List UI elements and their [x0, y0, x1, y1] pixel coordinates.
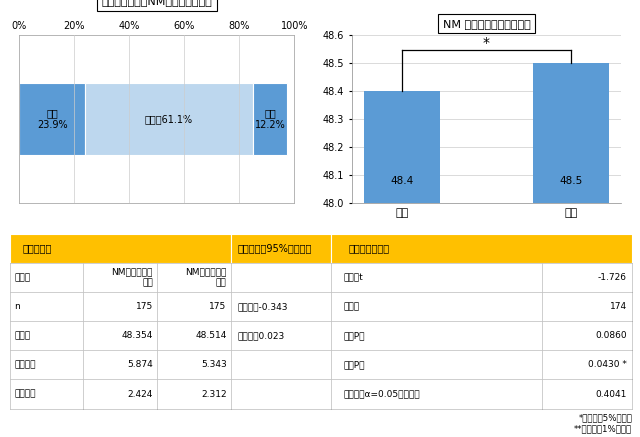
Text: 0.0430 *: 0.0430 *	[588, 361, 627, 369]
Text: 減少
12.2%: 減少 12.2%	[255, 108, 285, 130]
Text: *有意水清5%で有意: *有意水清5%で有意	[579, 413, 632, 422]
Text: 検出力（α=0.05・両側）: 検出力（α=0.05・両側）	[343, 389, 420, 399]
Text: 175: 175	[136, 302, 153, 311]
Text: *: *	[483, 35, 490, 49]
Text: 差の平均の検定: 差の平均の検定	[349, 243, 390, 253]
Text: 0.4041: 0.4041	[596, 389, 627, 399]
Text: 両側P値: 両側P値	[343, 331, 365, 340]
Text: 片側P値: 片側P値	[343, 361, 365, 369]
Text: NMスケール計
最終: NMスケール計 最終	[185, 267, 227, 288]
Text: 5.874: 5.874	[127, 361, 153, 369]
Text: 基本統計量: 基本統計量	[23, 243, 52, 253]
Text: 上限値　0.023: 上限値 0.023	[237, 331, 284, 340]
Text: **有意水清1%で有意: **有意水清1%で有意	[574, 424, 632, 433]
Title: NM スケールの平均の比較: NM スケールの平均の比較	[442, 19, 531, 29]
Title: 初回と終了時のNMスケールの変化: 初回と終了時のNMスケールの変化	[101, 0, 212, 7]
Text: 平　均: 平 均	[14, 331, 30, 340]
Text: 増加
23.9%: 増加 23.9%	[36, 108, 67, 130]
Text: -1.726: -1.726	[598, 273, 627, 282]
Bar	[85, 83, 253, 155]
Text: 48.514: 48.514	[195, 331, 227, 340]
Text: NMスケール計
初回: NMスケール計 初回	[111, 267, 153, 288]
Bar	[19, 83, 85, 155]
Text: 174: 174	[610, 302, 627, 311]
Text: 175: 175	[209, 302, 227, 311]
Text: 48.5: 48.5	[559, 177, 582, 187]
Text: 統計量t: 統計量t	[343, 273, 363, 282]
Text: 0.0860: 0.0860	[595, 331, 627, 340]
Text: 2.424: 2.424	[127, 389, 153, 399]
Text: 不偏分散: 不偏分散	[14, 361, 36, 369]
Text: 下限値　-0.343: 下限値 -0.343	[237, 302, 287, 311]
Bar	[532, 63, 609, 203]
Text: 維持、61.1%: 維持、61.1%	[145, 114, 193, 124]
Text: 差の平均の95%信頼区間: 差の平均の95%信頼区間	[237, 243, 312, 253]
Text: 5.343: 5.343	[201, 361, 227, 369]
Text: 48.4: 48.4	[390, 177, 414, 187]
Text: 48.354: 48.354	[122, 331, 153, 340]
Bar	[364, 91, 440, 203]
Text: 変　数: 変 数	[14, 273, 30, 282]
Text: 自由度: 自由度	[343, 302, 360, 311]
Text: 2.312: 2.312	[201, 389, 227, 399]
Text: 標準偏差: 標準偏差	[14, 389, 36, 399]
Text: n: n	[14, 302, 20, 311]
Bar	[253, 83, 287, 155]
